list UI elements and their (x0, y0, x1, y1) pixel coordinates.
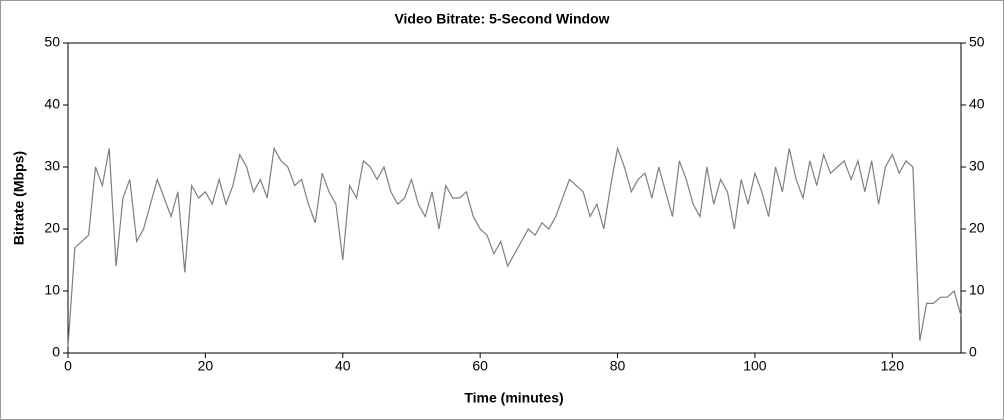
x-tick-label: 0 (64, 358, 72, 374)
y2-tick-label: 50 (969, 34, 985, 50)
plot-area (67, 42, 962, 354)
y-tick-label: 50 (44, 34, 60, 50)
x-axis-label: Time (minutes) (464, 390, 563, 406)
x-tick-label: 40 (335, 358, 351, 374)
y2-tick-label: 40 (969, 96, 985, 112)
y-tick-label: 40 (44, 96, 60, 112)
y-tick-label: 10 (44, 282, 60, 298)
y-tick-label: 20 (44, 220, 60, 236)
x-tick-label: 100 (743, 358, 767, 374)
x-tick-label: 80 (610, 358, 626, 374)
y2-tick-label: 20 (969, 220, 985, 236)
data-line (67, 146, 962, 347)
y-tick-label: 30 (44, 158, 60, 174)
y2-tick-label: 30 (969, 158, 985, 174)
x-tick-label: 120 (881, 358, 905, 374)
x-tick-label: 60 (472, 358, 488, 374)
x-tick-label: 20 (198, 358, 214, 374)
chart-title: Video Bitrate: 5-Second Window (394, 11, 609, 27)
y2-tick-label: 0 (969, 344, 977, 360)
y-axis-label: Bitrate (Mbps) (11, 151, 27, 245)
y2-tick-label: 10 (969, 282, 985, 298)
y-tick-label: 0 (52, 344, 60, 360)
